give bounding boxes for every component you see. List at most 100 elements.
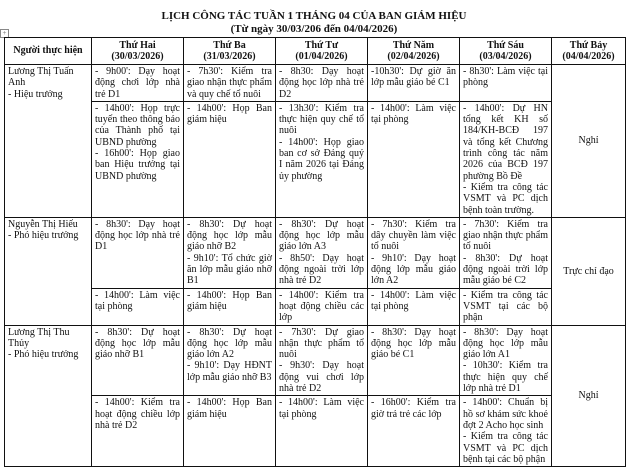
- afternoon-activity-cell: - 14h00': Làm việc tại phòng: [367, 100, 460, 218]
- activity-text: - 9h10': Tổ chức giờ ăn lớp mẫu giáo nhỡ…: [187, 252, 272, 287]
- activity-text: - 9h30': Dạy hoạt động vui chơi lớp nhà …: [279, 360, 364, 395]
- header-day: Thứ Ba (31/03/2026): [183, 37, 276, 65]
- morning-activity-cell: - 7h30': Kiểm tra giao nhận thực phẩm tổ…: [459, 216, 552, 289]
- header-date-label: (03/04/2026): [479, 51, 532, 62]
- header-row: Người thực hiện Thứ Hai (30/03/2026) Thứ Ba…: [4, 37, 626, 65]
- morning-activity-cell: - 8h30': Dự hoạt động học lớp mẫu giáo n…: [91, 324, 184, 397]
- document-heading: LỊCH CÔNG TÁC TUẦN 1 THÁNG 04 CỦA BAN GI…: [0, 10, 628, 36]
- morning-activity-cell: - 8h30': Dự hoạt động học lớp mẫu giáo l…: [183, 324, 276, 397]
- header-date-label: (01/04/2026): [295, 51, 348, 62]
- activity-text: - 9h00': Dạy hoạt động chơi lớp nhà trẻ …: [95, 66, 180, 100]
- activity-text: - 8h30': Dự hoạt động học lớp mẫu giáo l…: [187, 326, 272, 361]
- header-day-label: Thứ Sáu: [487, 39, 524, 51]
- activity-text: - 14h00': Làm việc tại phòng: [371, 102, 456, 126]
- document-title: LỊCH CÔNG TÁC TUẦN 1 THÁNG 04 CỦA BAN GI…: [161, 10, 467, 22]
- activity-text: - 7h30': Dự giao nhận thực phẩm tổ nuôi: [279, 326, 364, 361]
- morning-activity-cell: - 8h30': Làm việc tại phòng: [459, 64, 552, 102]
- afternoon-activity-cell: - 16h00': Kiểm tra giờ trả trẻ các lớp: [367, 395, 460, 467]
- morning-activity-cell: - 8h30': Dạy hoạt động học lớp mẫu giáo …: [459, 324, 552, 397]
- person-cell: Lương Thị Thu Thủy - Phó hiệu trưởng: [4, 324, 92, 467]
- activity-text: -10h30': Dự giờ ăn lớp mẫu giáo bé C1: [371, 66, 456, 89]
- activity-text: - 7h30': Kiểm tra dây chuyền làm việc tổ…: [371, 218, 456, 253]
- activity-text: - 14h00': Họp giao ban cơ sở Đảng quý I …: [279, 136, 364, 182]
- morning-activity-cell: - 8h30': Dạy hoạt động học lớp mẫu giáo …: [367, 324, 460, 397]
- afternoon-activity-cell: - 14h00': Họp trực tuyến theo thông báo …: [91, 100, 184, 218]
- person-role: - Phó hiệu trưởng: [8, 230, 79, 242]
- activity-text: - 7h30': Kiểm tra giao nhận thực phẩm tổ…: [463, 218, 548, 253]
- document-subtitle: (Từ ngày 30/03/206 đến 04/04/2026): [230, 23, 398, 35]
- afternoon-activity-cell: - 14h00': Làm việc tại phòng: [367, 287, 460, 326]
- activity-text: - 8h30': Dạy hoạt động học lớp mẫu giáo …: [463, 326, 548, 361]
- header-day: Thứ Sáu (03/04/2026): [459, 37, 552, 65]
- afternoon-activity-cell: - 13h30': Kiểm tra thực hiện quy chế tổ …: [275, 100, 368, 218]
- header-day-label: Thứ Hai: [119, 39, 156, 51]
- activity-text: - 16h00': Họp giao ban Hiệu trưởng tại U…: [95, 148, 180, 182]
- header-day: Thứ Bảy (04/04/2026): [551, 37, 626, 65]
- header-date-label: (30/03/2026): [111, 51, 164, 62]
- activity-text: - 14h00': Làm việc tại phòng: [95, 289, 180, 312]
- activity-text: - 14h00': Dự HN tổng kết KH số 184/KH-BC…: [463, 102, 548, 182]
- morning-activity-cell: - 8h30': Dạy hoạt động học lớp nhà trẻ D…: [91, 216, 184, 289]
- saturday-cell: Nghỉ: [551, 64, 626, 218]
- table-row-morning: Lương Thị Thu Thủy - Phó hiệu trưởng - 8h3…: [4, 324, 626, 467]
- person-name: Lương Thị Tuấn Anh: [8, 66, 74, 89]
- header-day-label: Thứ Năm: [392, 39, 435, 51]
- table-row-morning: Nguyễn Thị Hiếu - Phó hiệu trưởng - 8h30':…: [4, 216, 626, 326]
- activity-text: - 16h00': Kiểm tra giờ trả trẻ các lớp: [371, 397, 456, 420]
- person-role: - Phó hiệu trưởng: [8, 349, 79, 361]
- activity-text: - 13h30': Kiểm tra thực hiện quy chế tổ …: [279, 102, 364, 137]
- activity-text: - 7h30': Kiểm tra giao nhận thực phẩm và…: [187, 66, 272, 100]
- header-date-label: (04/04/2026): [562, 51, 615, 62]
- table-row-morning: Lương Thị Tuấn Anh - Hiệu trưởng - 9h00': …: [4, 64, 626, 218]
- saturday-cell: Trực chỉ đạo: [551, 216, 626, 326]
- afternoon-activity-cell: - 14h00': Kiểm tra hoạt động chiều lớp n…: [91, 395, 184, 467]
- morning-activity-cell: - 9h00': Dạy hoạt động chơi lớp nhà trẻ …: [91, 64, 184, 102]
- afternoon-activity-cell: - 14h00': Họp Ban giám hiệu: [183, 395, 276, 467]
- activity-text: - 14h00': Họp Ban giám hiệu: [187, 397, 272, 420]
- activity-text: - 8h30': Dự hoạt động học lớp mẫu giáo l…: [279, 218, 364, 253]
- header-person: Người thực hiện: [4, 37, 92, 65]
- afternoon-activity-cell: - 14h00': Kiểm tra hoạt động chiều các l…: [275, 287, 368, 326]
- person-cell: Lương Thị Tuấn Anh - Hiệu trưởng: [4, 64, 92, 218]
- morning-activity-cell: - 7h30': Dự giao nhận thực phẩm tổ nuôi -…: [275, 324, 368, 397]
- afternoon-activity-cell: - 14h00': Làm việc tại phòng: [275, 395, 368, 467]
- header-day-label: Người thực hiện: [13, 45, 83, 57]
- header-day: Thứ Tư (01/04/2026): [275, 37, 368, 65]
- saturday-status: Nghỉ: [578, 135, 599, 147]
- activity-text: - 14h00': Kiểm tra hoạt động chiều lớp n…: [95, 397, 180, 431]
- activity-text: - 14h00': Họp trực tuyến theo thông báo …: [95, 102, 180, 148]
- activity-text: - 8h30': Dự hoạt động học lớp mẫu giáo n…: [95, 326, 180, 361]
- activity-text: - 8h30': Dự hoạt động ngoài trời lớp mẫu…: [463, 252, 548, 287]
- afternoon-activity-cell: - Kiểm tra công tác VSMT tại các bộ phận: [459, 287, 552, 326]
- saturday-status: Nghỉ: [578, 390, 599, 402]
- header-day: Thứ Năm (02/04/2026): [367, 37, 460, 65]
- activity-text: - 8h30': Dự hoạt động học lớp mẫu giáo n…: [187, 218, 272, 253]
- morning-activity-cell: -10h30': Dự giờ ăn lớp mẫu giáo bé C1: [367, 64, 460, 102]
- header-day-label: Thứ Ba: [213, 39, 246, 51]
- morning-activity-cell: - 7h30': Kiểm tra dây chuyền làm việc tổ…: [367, 216, 460, 289]
- header-date-label: (02/04/2026): [387, 51, 440, 62]
- person-name: Nguyễn Thị Hiếu: [8, 218, 78, 230]
- activity-text: - 8h30': Dạy hoạt động học lớp nhà trẻ D…: [95, 218, 180, 253]
- schedule-table: Người thực hiện Thứ Hai (30/03/2026) Thứ Ba…: [4, 37, 626, 467]
- morning-activity-cell: - 7h30': Kiểm tra giao nhận thực phẩm và…: [183, 64, 276, 102]
- saturday-status: Trực chỉ đạo: [563, 265, 614, 277]
- activity-text: - Kiểm tra công tác VSMT tại các bộ phận: [463, 289, 548, 324]
- table-row-afternoon: - 14h00': Kiểm tra hoạt động chiều lớp n…: [5, 395, 626, 467]
- morning-activity-cell: - 8h30': Dự hoạt động học lớp mẫu giáo l…: [275, 216, 368, 289]
- morning-activity-cell: - 8h30': Dự hoạt động học lớp mẫu giáo n…: [183, 216, 276, 289]
- activity-text: - 14h00': Họp Ban giám hiệu: [187, 102, 272, 126]
- afternoon-activity-cell: - 14h00': Dự HN tổng kết KH số 184/KH-BC…: [459, 100, 552, 218]
- header-day-label: Thứ Bảy: [569, 39, 608, 51]
- afternoon-activity-cell: - 14h00': Làm việc tại phòng: [91, 287, 184, 326]
- person-cell: Nguyễn Thị Hiếu - Phó hiệu trưởng: [4, 216, 92, 326]
- person-role: - Hiệu trưởng: [8, 88, 63, 100]
- table-row-afternoon: - 14h00': Họp trực tuyến theo thông báo …: [5, 100, 626, 218]
- person-name: Lương Thị Thu Thủy: [8, 326, 70, 349]
- header-day-label: Thứ Tư: [304, 39, 339, 51]
- activity-text: - 9h10': Dạy HĐNT lớp mẫu giáo nhỡ B3: [187, 360, 272, 383]
- morning-activity-cell: - 8h30: Dạy hoạt động học lớp nhà trẻ D2: [275, 64, 368, 102]
- saturday-cell: Nghỉ: [551, 324, 626, 467]
- activity-text: - 9h10': Dạy hoạt động lớp mẫu giáo lớn …: [371, 252, 456, 287]
- activity-text: - Kiểm tra công tác VSMT và PC dịch bệnh…: [463, 181, 548, 216]
